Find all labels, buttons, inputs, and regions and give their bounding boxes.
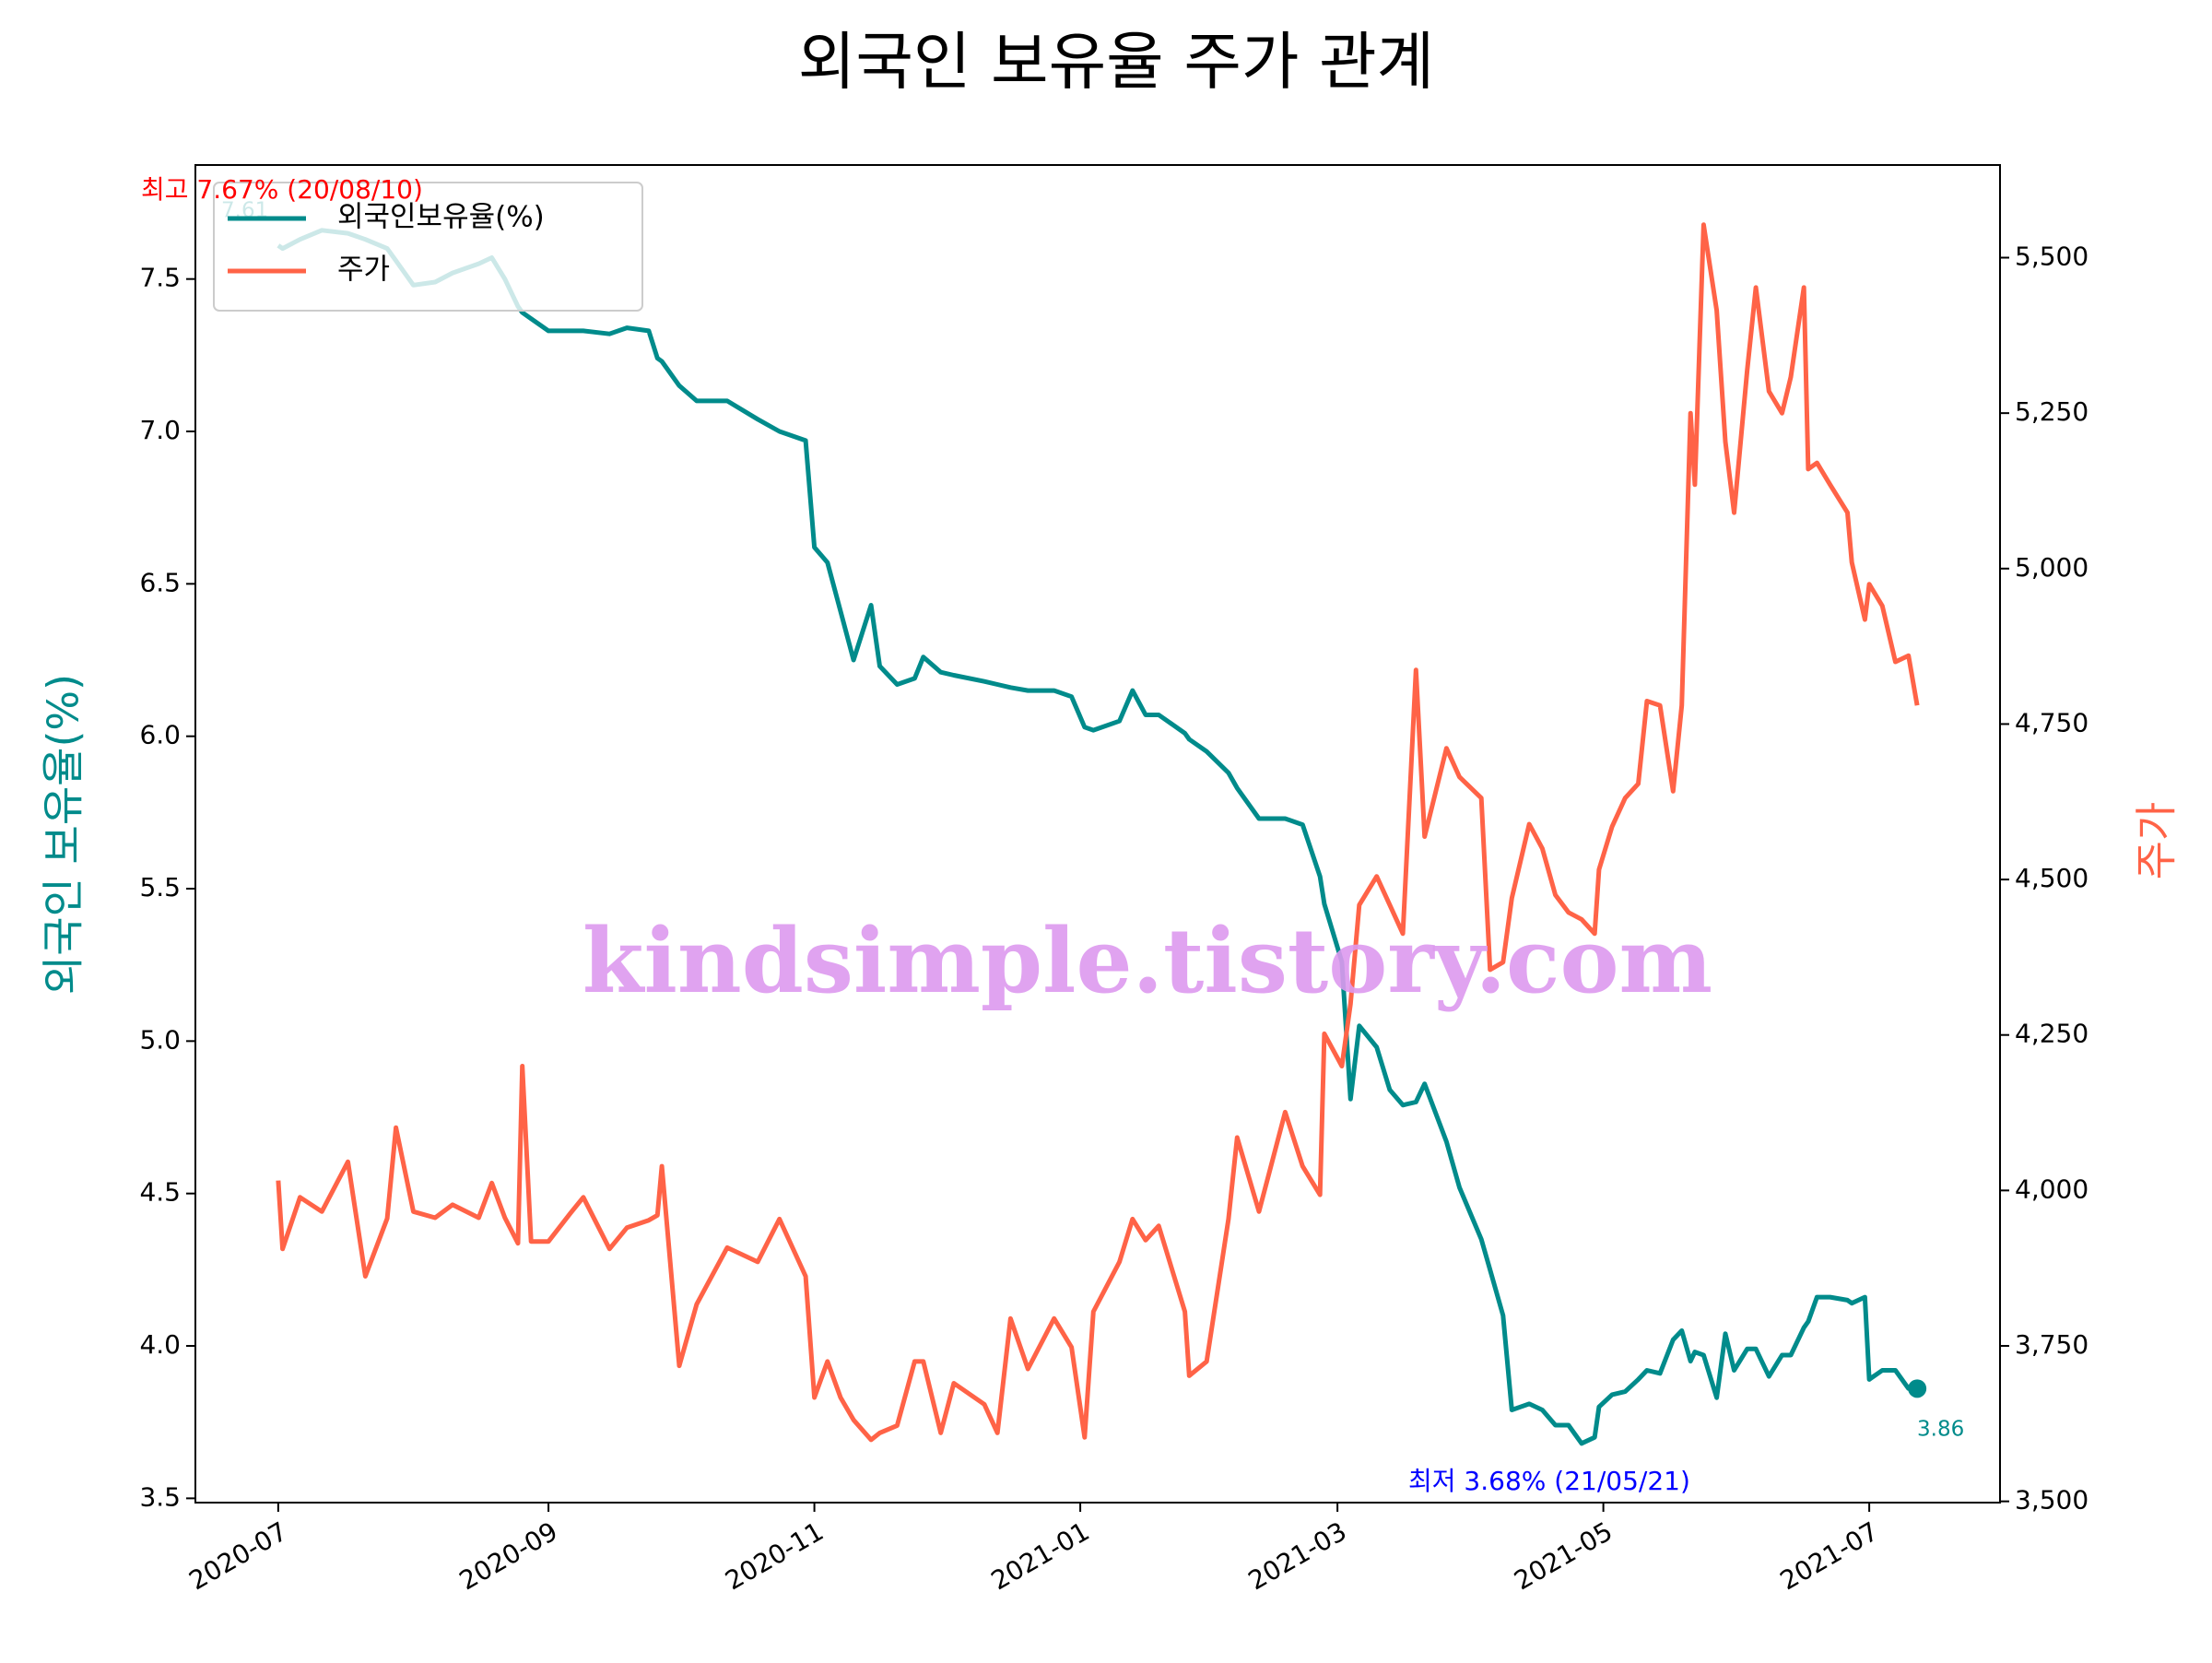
legend-box xyxy=(213,182,643,312)
y-tick-label: 6.0 xyxy=(139,720,181,750)
y2-tick-label: 4,000 xyxy=(2015,1174,2088,1204)
y2-tick-label: 4,500 xyxy=(2015,863,2088,893)
series-line xyxy=(276,228,1918,1446)
x-tick-label: 2021-05 xyxy=(1509,1516,1618,1596)
y2-tick-label: 3,750 xyxy=(2015,1329,2088,1360)
annotation: 3.86 xyxy=(1917,1418,1964,1442)
end-marker xyxy=(1908,1379,1927,1398)
watermark: kindsimple.tistory.com xyxy=(582,909,1712,1013)
y2-tick-label: 4,750 xyxy=(2015,707,2088,737)
x-tick-label: 2021-07 xyxy=(1775,1516,1884,1596)
y-tick-label: 7.5 xyxy=(139,263,181,293)
y-tick-label: 4.0 xyxy=(139,1329,181,1360)
x-tick-label: 2020-09 xyxy=(454,1516,563,1596)
y2-axis-label: 주가 xyxy=(2132,802,2182,880)
y-tick-label: 5.0 xyxy=(139,1024,181,1055)
annotation: 최저 3.68% (21/05/21) xyxy=(1408,1466,1690,1496)
y2-tick-label: 4,250 xyxy=(2015,1019,2088,1049)
y2-tick-label: 5,250 xyxy=(2015,396,2088,427)
x-tick-label: 2020-11 xyxy=(720,1516,829,1596)
plot-frame xyxy=(194,164,2001,1504)
y2-tick-label: 5,500 xyxy=(2015,242,2088,272)
chart-title: 외국인 보유율 주가 관계 xyxy=(798,27,1434,100)
y-axis-label: 외국인 보유율(%) xyxy=(39,674,88,995)
legend-label: 외국인보유율(%) xyxy=(337,201,545,234)
y2-tick-label: 5,000 xyxy=(2015,552,2088,583)
y-tick-label: 3.5 xyxy=(139,1481,181,1512)
y2-tick-label: 3,500 xyxy=(2015,1485,2088,1516)
y-tick-label: 6.5 xyxy=(139,567,181,597)
y-tick-label: 7.0 xyxy=(139,415,181,445)
legend: 외국인보유율(%) 주가 xyxy=(213,182,643,312)
legend-label: 주가 xyxy=(337,254,390,287)
series-line xyxy=(276,222,1920,1443)
x-tick-label: 2020-07 xyxy=(184,1516,293,1596)
x-tick-label: 2021-01 xyxy=(986,1516,1095,1596)
y-tick-label: 4.5 xyxy=(139,1177,181,1208)
y-tick-label: 5.5 xyxy=(139,872,181,902)
annotation: 최고 7.67% (20/08/10) xyxy=(141,174,423,205)
x-tick-label: 2021-03 xyxy=(1243,1516,1352,1596)
